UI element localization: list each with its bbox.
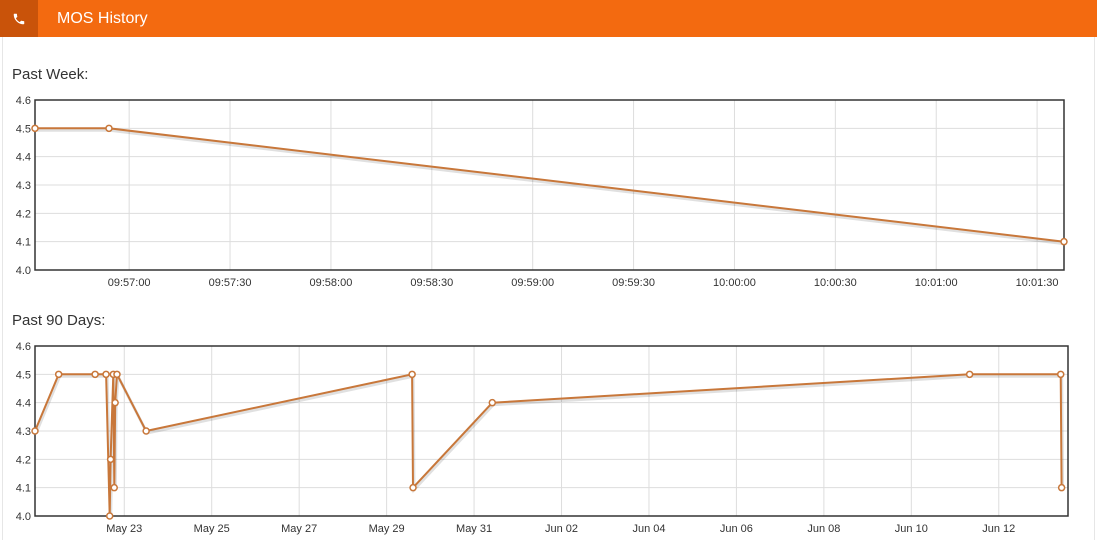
days-data-point (31, 427, 39, 435)
week-data-point (1060, 237, 1068, 246)
days-x-tick-label: Jun 10 (895, 523, 928, 535)
week-x-tick-label: 09:57:00 (108, 277, 151, 289)
days-data-point (488, 398, 497, 407)
phone-icon-glyph (13, 13, 25, 24)
week-y-tick-label: 4.6 (16, 95, 31, 107)
week-y-tick-label: 4.1 (16, 237, 31, 249)
days-y-tick-label: 4.1 (16, 483, 31, 495)
days-x-tick-label: May 27 (281, 523, 317, 535)
days-series-shadow (34, 370, 1065, 519)
week-plot-frame (34, 99, 1065, 271)
days-x-tick-label: May 31 (456, 523, 492, 535)
panel-header: MOS History (0, 0, 1097, 37)
week-x-tick-label: 10:01:00 (915, 277, 958, 289)
days-data-point (408, 370, 416, 379)
week-y-tick-label: 4.2 (16, 208, 31, 220)
days-series-line (34, 373, 1063, 517)
days-y-tick-label: 4.4 (16, 398, 31, 410)
days-x-tick-label: Jun 08 (807, 523, 840, 535)
days-x-tick-label: May 29 (369, 523, 405, 535)
days-data-point (1057, 483, 1066, 492)
week-chart-title: Past Week: (12, 66, 89, 83)
days-y-tick-label: 4.6 (16, 341, 31, 353)
days-data-point (965, 370, 974, 379)
days-data-point (409, 483, 417, 492)
week-y-tick-label: 4.0 (16, 265, 31, 277)
days-data-point (142, 427, 150, 435)
week-x-tick-label: 09:57:30 (209, 277, 252, 289)
days-x-tick-label: Jun 06 (720, 523, 753, 535)
week-data-point (31, 124, 39, 133)
phone-icon (0, 0, 38, 37)
week-x-tick-label: 09:59:00 (511, 277, 554, 289)
days-x-tick-label: May 25 (194, 523, 230, 535)
days-y-tick-label: 4.5 (16, 369, 31, 381)
panel-title: MOS History (57, 10, 148, 27)
days-data-point (54, 370, 63, 379)
week-y-tick-label: 4.3 (16, 180, 31, 192)
days-x-tick-label: Jun 02 (545, 523, 578, 535)
week-x-tick-label: 10:00:00 (713, 277, 756, 289)
days-data-point (102, 370, 110, 379)
days-data-point (110, 483, 119, 492)
days-data-point (106, 455, 115, 464)
days-chart-title: Past 90 Days: (12, 312, 106, 329)
week-y-tick-label: 4.4 (16, 152, 31, 164)
days-x-tick-label: Jun 04 (632, 523, 665, 535)
week-x-tick-label: 09:58:30 (410, 277, 453, 289)
days-x-tick-label: Jun 12 (982, 523, 1015, 535)
days-y-tick-label: 4.2 (16, 454, 31, 466)
days-data-point (91, 370, 99, 379)
days-data-point (1056, 370, 1065, 379)
days-data-point (113, 370, 121, 379)
week-x-tick-label: 09:59:30 (612, 277, 655, 289)
days-x-tick-label: May 23 (106, 523, 142, 535)
week-data-point (105, 124, 113, 133)
days-data-point (105, 512, 114, 520)
week-x-tick-label: 10:01:30 (1016, 277, 1059, 289)
week-y-tick-label: 4.5 (16, 123, 31, 135)
days-y-tick-label: 4.3 (16, 426, 31, 438)
days-data-point (111, 398, 119, 407)
days-y-tick-label: 4.0 (16, 511, 31, 523)
week-x-tick-label: 09:58:00 (310, 277, 353, 289)
week-chart: 4.0 4.1 4.2 4.3 4.4 4.5 4.6 09:57:00 09:57:30 09:… (16, 95, 1068, 289)
week-x-tick-label: 10:00:30 (814, 277, 857, 289)
